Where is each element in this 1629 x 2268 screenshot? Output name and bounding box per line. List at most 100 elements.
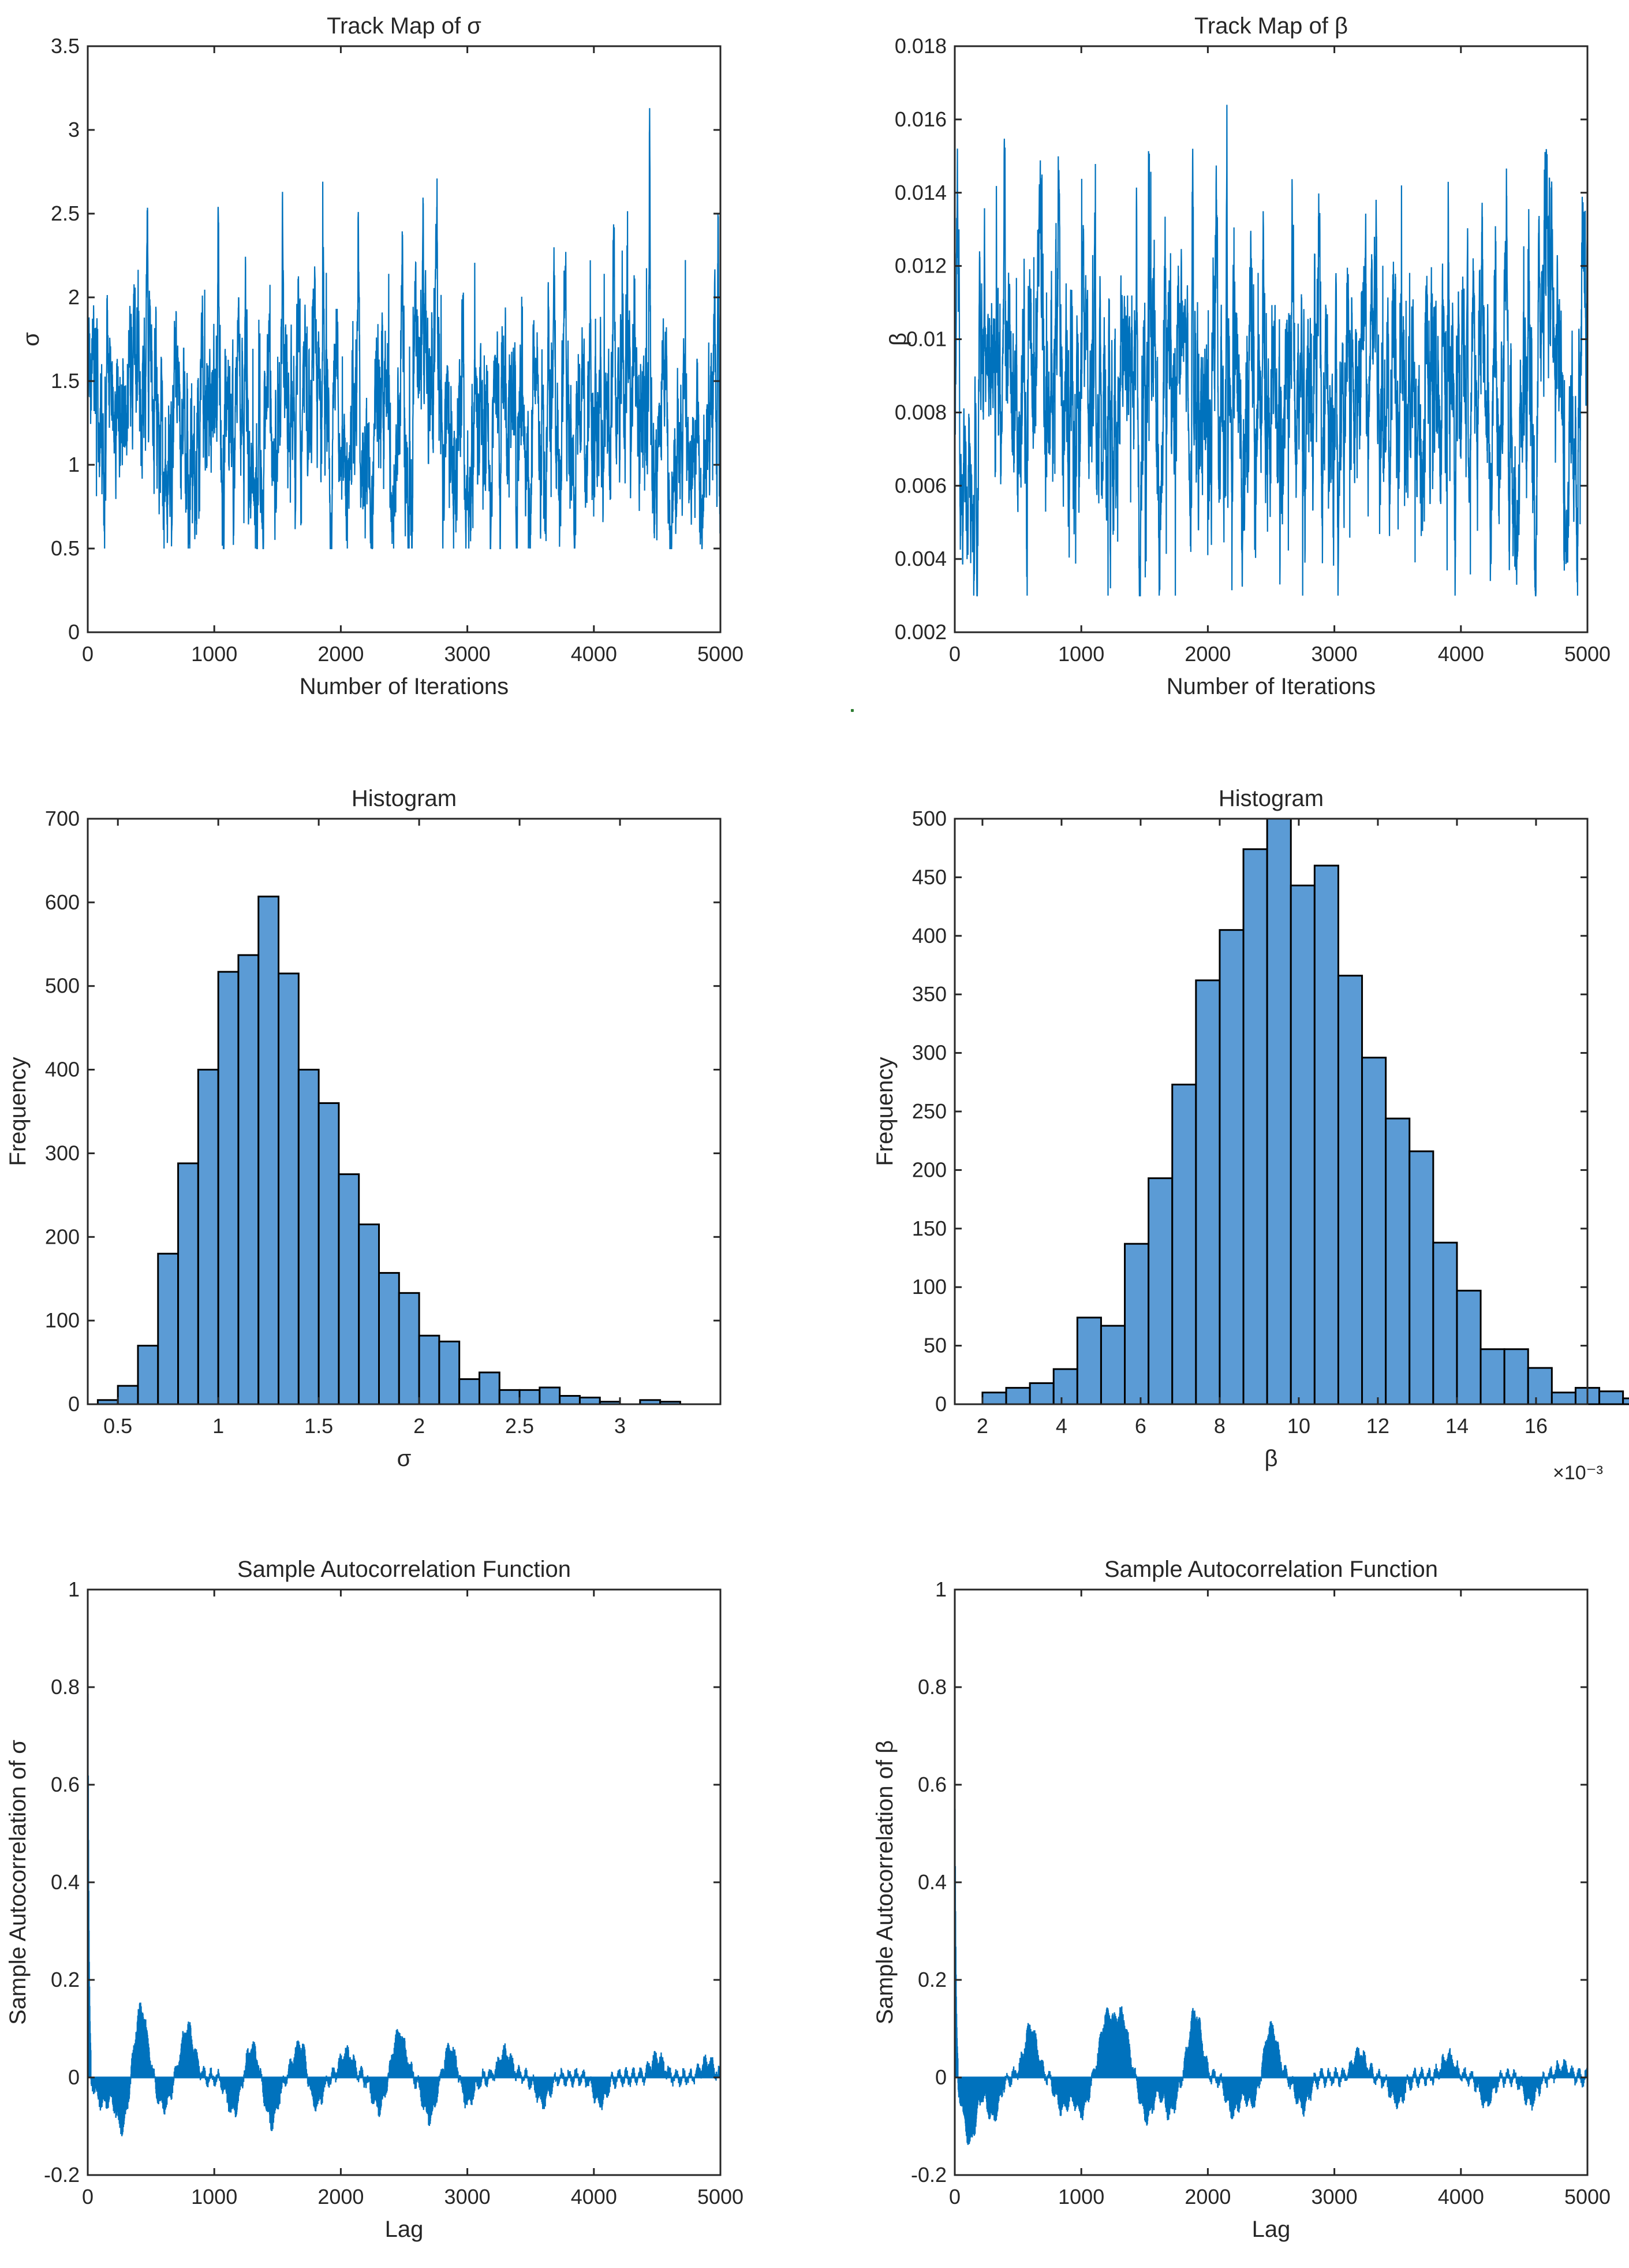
y-tick-label: 0.4: [918, 1870, 947, 1894]
histogram-bar: [1290, 885, 1316, 1405]
y-tick-label: 0: [935, 1392, 947, 1416]
y-tick-label: 100: [912, 1275, 947, 1299]
trace-beta-line-layer: [954, 105, 1589, 596]
histogram-bar: [237, 954, 260, 1405]
y-tick-label: 3.5: [51, 34, 80, 58]
histogram-bar: [278, 972, 300, 1405]
y-tick-label: 0.5: [51, 536, 80, 560]
histogram-bar: [539, 1386, 561, 1405]
histogram-bar: [297, 1069, 320, 1405]
y-tick-label: 50: [924, 1334, 947, 1357]
histogram-bar: [1432, 1241, 1458, 1405]
y-tick-label: 300: [45, 1141, 80, 1165]
x-tick-label: 4000: [571, 642, 617, 666]
histogram-bar: [1503, 1348, 1529, 1405]
x-tick-label: 6: [1135, 1414, 1146, 1438]
panel-acf-sigma: 0 1000 2000 3000 4000 5000 -0.200.20.40.60.81…: [5, 1557, 743, 2242]
histogram-bar: [1029, 1382, 1055, 1405]
plot-frame: [87, 45, 722, 633]
y-tick-label: 400: [45, 1058, 80, 1081]
y-tick-label: 200: [45, 1225, 80, 1248]
histogram-bar: [1408, 1150, 1434, 1405]
x-tick-label: 12: [1366, 1414, 1389, 1438]
histogram-bar: [1219, 929, 1245, 1405]
x-tick-label: 14: [1445, 1414, 1469, 1438]
x-axis-label: Number of Iterations: [300, 674, 509, 699]
panel-acf-beta: 0 1000 2000 3000 4000 5000 -0.200.20.40.60.81…: [872, 1557, 1611, 2242]
y-tick-label: 600: [45, 890, 80, 914]
panel-histogram-beta: 2 4 6 8 10 12 14 16 0 50 100 150 200 250 300 350 400 450…: [872, 786, 1629, 1484]
trace-series-line: [954, 105, 1589, 596]
y-tick-label: 0.008: [895, 400, 947, 424]
x-tick-label: 2.5: [505, 1414, 534, 1438]
x-axis-label: Lag: [1252, 2217, 1291, 2242]
stray-dot: [851, 709, 854, 712]
x-axis-label: σ: [397, 1446, 412, 1471]
trace-series-line: [87, 108, 722, 550]
histogram-bar: [1148, 1177, 1174, 1405]
x-tick-label: 0: [82, 2185, 94, 2209]
histogram-bar: [358, 1223, 380, 1405]
histogram-bar: [137, 1345, 159, 1405]
histogram-bar: [177, 1162, 199, 1405]
y-axis-label: Frequency: [872, 1057, 898, 1166]
plot-frame: [87, 818, 722, 1405]
chart-title: Track Map of β: [1194, 13, 1348, 39]
y-tick-label: 1: [935, 1577, 947, 1601]
y-tick-label: -0.2: [44, 2163, 80, 2187]
y-tick-label: 500: [45, 974, 80, 998]
histogram-bar: [257, 896, 280, 1405]
y-tick-label: 0.01: [906, 327, 947, 351]
y-tick-label: 0: [68, 620, 80, 644]
y-tick-label: 100: [45, 1308, 80, 1332]
y-tick-label: 2.5: [51, 202, 80, 225]
y-tick-label: 0.016: [895, 107, 947, 131]
histogram-bar: [1337, 975, 1363, 1405]
y-axis-label: Frequency: [5, 1057, 31, 1166]
y-tick-label: 0.002: [895, 620, 947, 644]
x-axis-label: Lag: [385, 2217, 424, 2242]
y-tick-label: 0.2: [918, 1968, 947, 1991]
trace-sigma-line-layer: [87, 108, 722, 550]
x-tick-label: 4000: [1438, 642, 1484, 666]
x-tick-label: 0: [82, 642, 94, 666]
y-tick-label: 0: [68, 2065, 80, 2089]
y-tick-label: 300: [912, 1041, 947, 1065]
histogram-bar: [559, 1395, 581, 1405]
histogram-bar: [1479, 1348, 1505, 1405]
y-axis-label: Sample Autocorrelation of σ: [5, 1740, 31, 2025]
y-tick-label: 250: [912, 1099, 947, 1123]
y-tick-label: 450: [912, 865, 947, 889]
y-ticks: 0 0.5 1 1.5 2 2.5 3 3.5: [51, 34, 720, 644]
chart-title: Track Map of σ: [327, 13, 481, 39]
y-tick-label: 1: [68, 1577, 80, 1601]
y-ticks: 0 50 100 150 200 250 300 350 400 450 500: [912, 807, 1587, 1416]
x-tick-label: 2: [413, 1414, 425, 1438]
y-tick-label: 0.6: [918, 1773, 947, 1796]
histogram-bar: [1266, 818, 1292, 1405]
histogram-bar: [1313, 864, 1339, 1405]
x-tick-label: 0: [949, 2185, 961, 2209]
x-tick-label: 1000: [1058, 2185, 1104, 2209]
y-axis-label: σ: [18, 332, 44, 346]
x-tick-label: 4: [1056, 1414, 1067, 1438]
x-tick-label: 2000: [317, 2185, 364, 2209]
x-tick-label: 3: [614, 1414, 626, 1438]
chart-title: Histogram: [352, 786, 457, 811]
y-tick-label: 0.8: [51, 1675, 80, 1699]
histogram-beta-bars: [981, 818, 1629, 1405]
histogram-bar: [1361, 1057, 1387, 1405]
histogram-bar: [157, 1252, 180, 1405]
histogram-bar: [217, 971, 240, 1405]
x-tick-label: 1000: [1058, 642, 1104, 666]
y-tick-label: 500: [912, 807, 947, 830]
y-tick-label: 0.006: [895, 473, 947, 497]
x-tick-label: 1000: [191, 2185, 237, 2209]
x-ticks: 0 1000 2000 3000 4000 5000: [82, 46, 743, 666]
x-tick-label: 2000: [1185, 642, 1231, 666]
x-tick-label: 5000: [697, 2185, 743, 2209]
y-axis-label: Sample Autocorrelation of β: [872, 1740, 898, 2024]
x-ticks: 0 1000 2000 3000 4000 5000: [949, 46, 1611, 666]
histogram-bar: [498, 1389, 521, 1405]
x-tick-label: 5000: [1564, 2185, 1611, 2209]
